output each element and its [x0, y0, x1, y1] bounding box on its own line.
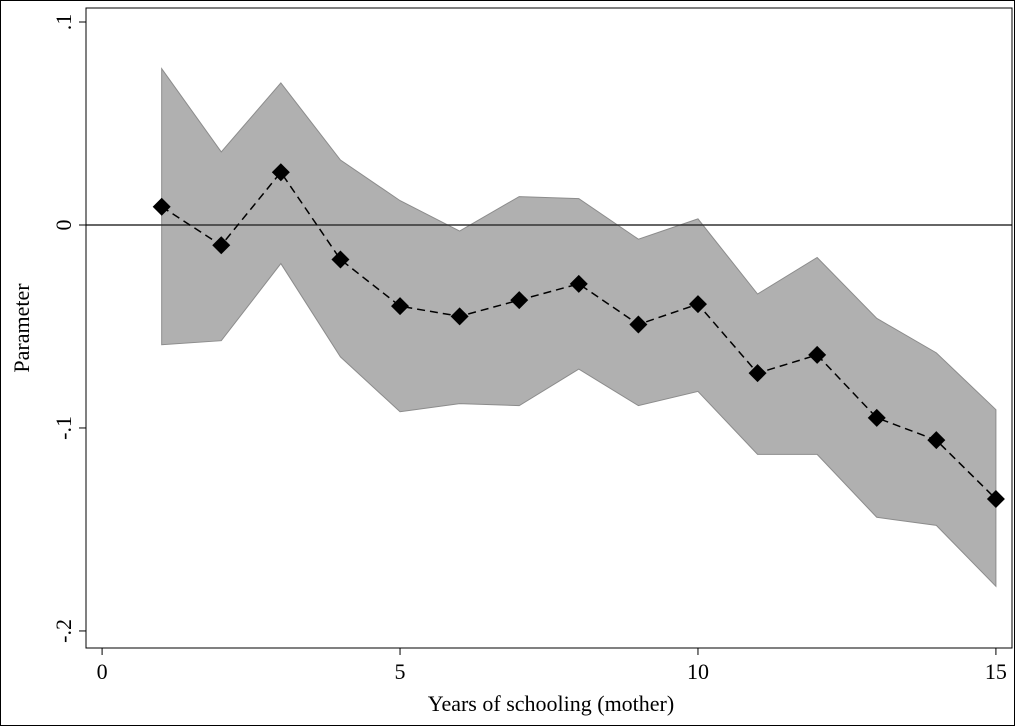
- marker: [629, 315, 648, 334]
- confidence-band: [161, 67, 997, 588]
- x-tick-label: 15: [985, 659, 1007, 684]
- marker: [331, 250, 350, 269]
- marker: [748, 364, 767, 383]
- marker: [569, 274, 588, 293]
- marker: [927, 431, 946, 450]
- estimate-line: [161, 170, 997, 500]
- y-tick-label: 0: [51, 219, 76, 230]
- x-tick-label: 0: [97, 659, 108, 684]
- marker: [867, 408, 886, 427]
- marker: [688, 295, 707, 314]
- marker: [450, 307, 469, 326]
- marker: [391, 297, 410, 316]
- marker: [510, 291, 529, 310]
- marker: [152, 197, 171, 216]
- marker: [271, 163, 290, 182]
- plot-frame: [85, 7, 1013, 649]
- marker: [986, 490, 1005, 509]
- marker: [212, 236, 231, 255]
- y-axis-label: Parameter: [9, 283, 34, 373]
- plot-area: -.2 -.1 0 .1 0 5 10 15: [51, 7, 1013, 684]
- y-tick-label: -.1: [51, 416, 76, 440]
- x-tick-label: 10: [687, 659, 709, 684]
- y-tick-label: -.2: [51, 619, 76, 643]
- x-tick-label: 5: [395, 659, 406, 684]
- x-axis-label: Years of schooling (mother): [428, 691, 674, 716]
- y-tick-label: .1: [51, 14, 76, 31]
- marker: [808, 345, 827, 364]
